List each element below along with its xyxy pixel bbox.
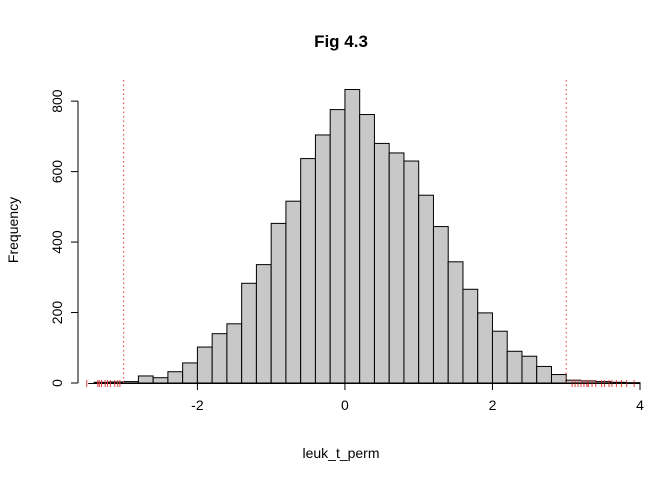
x-axis: -2 0 2 4 <box>191 382 644 413</box>
histogram-bar <box>108 381 125 384</box>
y-tick-label: 400 <box>49 230 65 254</box>
x-tick-label: 0 <box>341 397 349 413</box>
histogram-bar <box>123 381 139 384</box>
histogram-bar <box>300 158 316 384</box>
histogram-bar <box>285 200 302 384</box>
histogram-bar <box>344 89 361 384</box>
histogram-bar <box>403 160 420 384</box>
histogram-bar <box>477 312 493 384</box>
histogram-bar <box>536 365 552 384</box>
histogram-bar <box>447 261 464 384</box>
y-axis-label: Frequency <box>5 197 21 263</box>
x-axis-label: leuk_t_perm <box>302 445 379 461</box>
histogram-bar <box>521 355 538 384</box>
x-tick-label: -2 <box>191 397 204 413</box>
histogram-bar <box>506 350 523 384</box>
histogram-bar <box>152 377 169 384</box>
histogram-bar <box>255 264 272 384</box>
histogram-bar <box>167 371 184 384</box>
histogram-bar <box>270 222 287 384</box>
histogram-bar <box>491 330 508 384</box>
y-tick-label: 800 <box>49 89 65 113</box>
histogram-bar <box>196 346 213 384</box>
x-tick-label: 2 <box>489 397 497 413</box>
histogram-bar <box>418 194 434 384</box>
histogram-bar <box>550 374 567 384</box>
histogram-bar <box>329 109 346 384</box>
histogram-bars <box>93 89 641 384</box>
chart-title: Fig 4.3 <box>314 32 368 51</box>
histogram-bar <box>182 362 198 384</box>
histogram-bar <box>388 152 405 384</box>
histogram-bar <box>226 323 243 384</box>
y-tick-label: 0 <box>49 379 65 387</box>
y-tick-label: 600 <box>49 160 65 184</box>
histogram-bar <box>314 134 331 384</box>
histogram-bar <box>462 288 479 384</box>
histogram-bar <box>359 114 375 384</box>
y-axis: 0 200 400 600 800 <box>49 89 79 387</box>
histogram-bar <box>211 333 228 384</box>
y-tick-label: 200 <box>49 301 65 325</box>
histogram-bar <box>432 226 449 384</box>
histogram-bar <box>241 282 257 384</box>
histogram-bar <box>373 142 390 384</box>
histogram-bar <box>137 375 154 384</box>
reference-lines <box>123 80 567 385</box>
x-tick-label: 4 <box>636 397 644 413</box>
